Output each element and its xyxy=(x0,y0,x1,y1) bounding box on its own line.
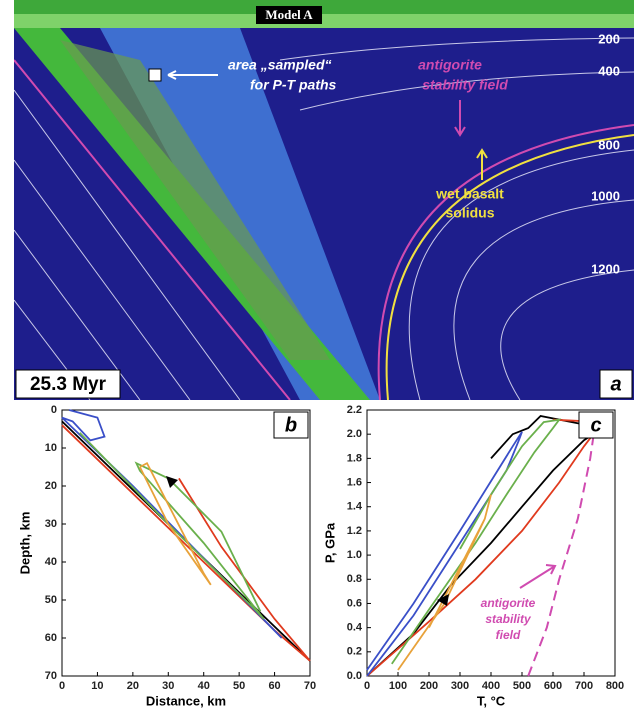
panel-box xyxy=(578,411,614,439)
y-tick-label: 0.2 xyxy=(347,646,362,658)
sample-marker xyxy=(148,68,162,82)
series-line xyxy=(366,431,523,677)
crust xyxy=(14,14,634,28)
y-tick-label: 1.6 xyxy=(347,476,362,488)
arrow xyxy=(519,564,557,589)
x-tick-label: 20 xyxy=(127,680,139,692)
x-tick-label: 30 xyxy=(162,680,174,692)
y-tick-label: 0.6 xyxy=(347,597,362,609)
model-title: Model A xyxy=(265,7,313,22)
model-panel: Model A area „sampled“ for P-T paths ant… xyxy=(14,0,634,400)
plot-area xyxy=(61,409,311,677)
x-tick-label: 40 xyxy=(198,680,210,692)
solidus-label: solidus xyxy=(445,205,494,221)
series-line xyxy=(79,432,265,620)
y-tick-label: 0.8 xyxy=(347,573,362,585)
isotherm-label: 200 xyxy=(598,31,620,46)
x-tick-label: 60 xyxy=(268,680,280,692)
x-tick-label: 50 xyxy=(233,680,245,692)
isotherm-label: 800 xyxy=(598,137,620,152)
series-line xyxy=(391,418,562,665)
x-axis-title: T, °C xyxy=(477,693,506,708)
y-axis-title: Depth, km xyxy=(17,512,32,575)
sample-label: area „sampled“ xyxy=(228,57,332,73)
isotherm-label: 1200 xyxy=(591,261,620,276)
y-tick-label: 50 xyxy=(45,594,57,606)
title-box xyxy=(256,6,322,24)
x-tick-label: 600 xyxy=(544,680,562,692)
x-tick-label: 0 xyxy=(59,680,65,692)
y-tick-label: 2.0 xyxy=(347,428,362,440)
panel-label: b xyxy=(285,414,297,436)
x-tick-label: 800 xyxy=(606,680,624,692)
x-axis-title: Distance, km xyxy=(146,693,226,708)
melange xyxy=(60,40,330,360)
solidus-label: wet basalt xyxy=(435,186,504,202)
series-line xyxy=(61,424,311,662)
panel-label: a xyxy=(610,373,621,395)
arrow xyxy=(167,70,218,80)
y-tick-label: 1.4 xyxy=(347,501,363,513)
time-box xyxy=(15,369,121,399)
y-axis-title: P, GPa xyxy=(322,522,337,563)
y-tick-label: 1.8 xyxy=(347,452,362,464)
series-line xyxy=(527,415,598,677)
y-tick-label: 10 xyxy=(45,442,57,454)
isotherm-label: 400 xyxy=(598,63,620,78)
series-line xyxy=(61,409,283,639)
antigorite-label: stability field xyxy=(422,77,508,93)
y-tick-label: 20 xyxy=(45,480,57,492)
arrow xyxy=(166,476,178,488)
time-label: 25.3 Myr xyxy=(30,374,107,395)
panel-box xyxy=(273,411,309,439)
sample-label: for P-T paths xyxy=(250,77,337,93)
y-tick-label: 1.0 xyxy=(347,549,362,561)
crust xyxy=(14,0,634,14)
panel-box xyxy=(599,369,633,399)
series-line xyxy=(139,461,212,586)
y-tick-label: 0 xyxy=(51,404,57,416)
y-tick-label: 60 xyxy=(45,632,57,644)
arrow xyxy=(437,594,449,606)
solidus-line xyxy=(385,134,634,400)
y-tick-label: 40 xyxy=(45,556,57,568)
x-tick-label: 100 xyxy=(389,680,407,692)
annotation: antigorite xyxy=(481,596,536,610)
y-tick-label: 70 xyxy=(45,670,57,682)
x-tick-label: 700 xyxy=(575,680,593,692)
x-tick-label: 70 xyxy=(304,680,316,692)
annotation: stability xyxy=(485,612,532,626)
y-tick-label: 0.4 xyxy=(347,622,363,634)
isotherms xyxy=(14,37,634,400)
arrow xyxy=(476,148,488,180)
isotherm-label: 1000 xyxy=(591,188,620,203)
x-tick-label: 300 xyxy=(451,680,469,692)
x-tick-label: 500 xyxy=(513,680,531,692)
antigorite-label: antigorite xyxy=(418,57,482,73)
y-tick-label: 1.2 xyxy=(347,525,362,537)
annotation: field xyxy=(496,628,521,642)
arrow xyxy=(454,100,466,137)
x-tick-label: 200 xyxy=(420,680,438,692)
x-tick-label: 0 xyxy=(364,680,370,692)
y-tick-label: 0.0 xyxy=(347,670,362,682)
x-tick-label: 400 xyxy=(482,680,500,692)
x-tick-label: 10 xyxy=(91,680,103,692)
y-tick-label: 30 xyxy=(45,518,57,530)
panel-label: c xyxy=(590,414,601,436)
antigorite-line xyxy=(377,124,634,400)
y-tick-label: 2.2 xyxy=(347,404,362,416)
antigorite-line xyxy=(14,59,291,400)
